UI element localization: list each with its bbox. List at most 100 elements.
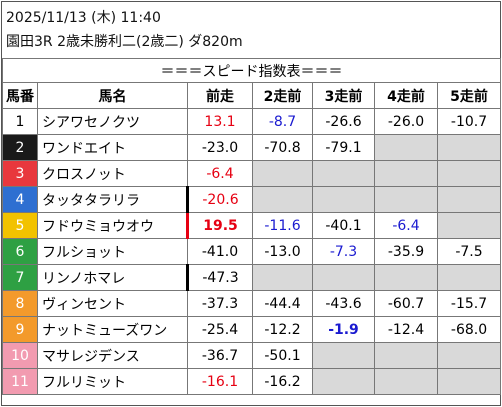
horse-name: タッタタラリラ [37,186,188,213]
column-header: 馬番 [2,82,38,109]
speed-index: -16.1 [187,368,253,395]
empty-cell [374,264,438,291]
column-header: 2走前 [252,82,313,109]
speed-table: ＝＝＝スピード指数表＝＝＝ 馬番 馬名 前走 2走前 3走前 4走前 5走前 1 シアワセノク… [1,58,502,395]
post-number: 3 [2,160,38,187]
speed-index: -20.6 [186,186,253,213]
empty-cell [312,264,375,291]
column-header: 前走 [187,82,253,109]
speed-index: -43.6 [312,290,375,317]
speed-index: -26.6 [312,108,375,135]
empty-cell [374,160,438,187]
column-header: 5走前 [436,82,502,109]
column-header: 4走前 [374,82,438,109]
horse-row: 1 シアワセノクツ 13.1 -8.7 -26.6 -26.0 -10.7 [2,108,502,135]
speed-index: -7.3 [312,238,375,265]
empty-cell [436,186,502,213]
post-number: 11 [2,368,38,395]
post-number: 7 [2,264,38,291]
speed-index: -41.0 [187,238,253,265]
horse-name: ナットミューズワン [37,316,188,343]
speed-index: -12.4 [374,316,438,343]
speed-index: -50.1 [252,342,313,369]
empty-cell [436,342,502,369]
speed-index: -16.2 [252,368,313,395]
horse-row: 11 フルリミット -16.1 -16.2 [2,368,502,395]
empty-cell [436,160,502,187]
horse-row: 10 マサレジデンス -36.7 -50.1 [2,342,502,369]
speed-index: -44.4 [252,290,313,317]
post-number: 10 [2,342,38,369]
empty-cell [312,160,375,187]
empty-cell [436,368,502,395]
speed-index: -12.2 [252,316,313,343]
horse-row: 2 ワンドエイト -23.0 -70.8 -79.1 [2,134,502,161]
datetime: 2025/11/13 (木) 11:40 [6,10,161,26]
horse-name: マサレジデンス [37,342,188,369]
horse-name: フルショット [37,238,188,265]
empty-cell [312,186,375,213]
race-info: 園田3R 2歳未勝利二(2歳二) ダ820m [6,34,243,50]
horse-name: シアワセノクツ [37,108,188,135]
speed-index: 13.1 [187,108,253,135]
empty-cell [252,186,313,213]
speed-index: -13.0 [252,238,313,265]
speed-index: -6.4 [374,212,438,239]
horse-name: クロスノット [37,160,188,187]
speed-index: -8.7 [252,108,313,135]
speed-index: -1.9 [312,316,375,343]
horse-name: ヴィンセント [37,290,188,317]
table-title: ＝＝＝スピード指数表＝＝＝ [1,58,502,83]
empty-cell [374,342,438,369]
post-number: 8 [2,290,38,317]
empty-cell [436,134,502,161]
speed-index: -79.1 [312,134,375,161]
empty-cell [436,264,502,291]
horse-name: フルリミット [37,368,188,395]
empty-cell [374,368,438,395]
horse-name: ワンドエイト [37,134,188,161]
horse-row: 9 ナットミューズワン -25.4 -12.2 -1.9 -12.4 -68.0 [2,316,502,343]
speed-index: -25.4 [187,316,253,343]
empty-cell [374,134,438,161]
speed-index: -7.5 [436,238,502,265]
header-row: 馬番 馬名 前走 2走前 3走前 4走前 5走前 [2,82,502,109]
horse-row: 6 フルショット -41.0 -13.0 -7.3 -35.9 -7.5 [2,238,502,265]
empty-cell [252,264,313,291]
speed-index: -40.1 [312,212,375,239]
horse-row: 8 ヴィンセント -37.3 -44.4 -43.6 -60.7 -15.7 [2,290,502,317]
empty-cell [374,186,438,213]
post-number: 9 [2,316,38,343]
horse-row: 4 タッタタラリラ -20.6 [2,186,502,213]
speed-index: -47.3 [186,264,253,291]
speed-index: -70.8 [252,134,313,161]
post-number: 6 [2,238,38,265]
empty-cell [252,160,313,187]
horse-row: 7 リンノホマレ -47.3 [2,264,502,291]
post-number: 5 [2,212,38,239]
speed-index: -26.0 [374,108,438,135]
post-number: 4 [2,186,38,213]
horse-row: 3 クロスノット -6.4 [2,160,502,187]
horse-name: フドウミョウオウ [37,212,188,239]
horse-name: リンノホマレ [37,264,188,291]
speed-index: -68.0 [436,316,502,343]
horse-row: 5 フドウミョウオウ 19.5 -11.6 -40.1 -6.4 [2,212,502,239]
speed-index: -60.7 [374,290,438,317]
speed-index: -10.7 [436,108,502,135]
empty-cell [312,342,375,369]
speed-index: -36.7 [187,342,253,369]
post-number: 1 [2,108,38,135]
speed-index: 19.5 [186,212,253,239]
speed-index: -35.9 [374,238,438,265]
speed-index: -37.3 [187,290,253,317]
empty-cell [436,212,502,239]
speed-index: -11.6 [252,212,313,239]
post-number: 2 [2,134,38,161]
title-row: ＝＝＝スピード指数表＝＝＝ [1,58,502,83]
column-header: 馬名 [37,82,188,109]
speed-index: -23.0 [187,134,253,161]
column-header: 3走前 [312,82,375,109]
speed-index: -6.4 [187,160,253,187]
